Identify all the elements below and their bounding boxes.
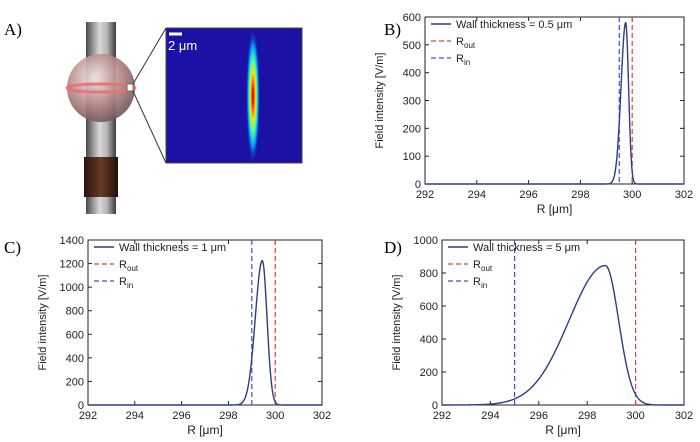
x-tick-label: 298 xyxy=(571,189,589,201)
legend-label-r-out-subscript: out xyxy=(127,264,139,273)
microsphere xyxy=(67,54,135,122)
x-tick-label: 292 xyxy=(79,410,97,422)
y-tick-label: 800 xyxy=(66,306,84,318)
y-tick-label: 400 xyxy=(66,353,84,365)
x-axis-label: R [μm] xyxy=(545,423,581,437)
copper-mount xyxy=(84,157,118,197)
x-tick-label: 294 xyxy=(468,189,486,201)
panel-label-c: C) xyxy=(4,238,21,257)
x-tick-label: 294 xyxy=(481,410,499,422)
legend-label-r-in: R xyxy=(456,53,464,65)
legend-label-curve: Wall thickness = 1 μm xyxy=(119,242,226,254)
zoom-line-top xyxy=(132,27,167,85)
y-tick-label: 200 xyxy=(66,376,84,388)
legend-label-r-out: R xyxy=(473,259,481,271)
y-tick-label: 800 xyxy=(420,268,438,280)
legend-label-r-out-subscript: out xyxy=(481,264,493,273)
legend-label-r-in-subscript: in xyxy=(127,281,133,290)
x-tick-label: 300 xyxy=(623,189,641,201)
chart-d: 292 294 296 298 300 302 0 200 400 600 800 1000 R [μm… xyxy=(391,235,693,437)
legend-label-r-in: R xyxy=(119,276,127,288)
y-tick-label: 600 xyxy=(66,329,84,341)
y-tick-label: 1200 xyxy=(60,259,84,271)
x-axis-label: R [μm] xyxy=(537,202,573,216)
y-axis-label: Field intensity [V/m] xyxy=(37,275,49,371)
y-tick-label: 200 xyxy=(403,123,421,135)
field-heatmap: 2 μm xyxy=(165,27,303,164)
legend-label-r-out-subscript: out xyxy=(464,41,476,50)
legend-label-r-out: R xyxy=(119,259,127,271)
y-tick-label: 600 xyxy=(420,301,438,313)
field-curve xyxy=(442,264,684,406)
x-tick-label: 298 xyxy=(578,410,596,422)
y-tick-label: 0 xyxy=(432,400,438,412)
chart-b: 292 294 296 298 300 302 0 100 200 300 400 500 600 R [… xyxy=(374,12,693,216)
x-tick-label: 296 xyxy=(172,410,190,422)
y-tick-label: 400 xyxy=(403,68,421,80)
y-tick-label: 200 xyxy=(420,367,438,379)
scalebar-label: 2 μm xyxy=(168,38,197,53)
panel-label-d: D) xyxy=(384,238,402,257)
y-tick-label: 600 xyxy=(403,12,421,24)
legend-label-curve: Wall thickness = 5 μm xyxy=(473,242,580,254)
legend-label-curve: Wall thickness = 0.5 μm xyxy=(456,19,572,31)
x-tick-label: 302 xyxy=(675,189,693,201)
heatmap-background xyxy=(165,27,303,164)
resonator-ring xyxy=(65,82,137,94)
y-axis-label: Field intensity [V/m] xyxy=(374,53,386,149)
x-tick-label: 300 xyxy=(626,410,644,422)
chart-c: 292 294 296 298 300 302 0 200 400 600 800 1000 1200 1… xyxy=(37,235,331,437)
legend-label-r-out: R xyxy=(456,36,464,48)
field-curve xyxy=(425,21,684,185)
panel-label-a: A) xyxy=(4,20,22,39)
resonator-illustration xyxy=(65,22,167,214)
y-tick-label: 100 xyxy=(403,151,421,163)
x-tick-label: 298 xyxy=(219,410,237,422)
panel-a: A) 2 μm xyxy=(4,20,303,214)
x-tick-label: 296 xyxy=(530,410,548,422)
x-axis-label: R [μm] xyxy=(187,423,223,437)
legend-label-r-in-subscript: in xyxy=(481,281,487,290)
y-tick-label: 1400 xyxy=(60,235,84,247)
field-curve xyxy=(88,259,322,406)
y-tick-label: 400 xyxy=(420,334,438,346)
x-tick-label: 302 xyxy=(675,410,693,422)
zoom-line-bottom xyxy=(132,90,167,164)
y-tick-label: 1000 xyxy=(60,282,84,294)
y-tick-label: 1000 xyxy=(414,235,438,247)
axes-frame xyxy=(441,239,685,406)
panel-label-b: B) xyxy=(384,20,401,39)
mode-profile xyxy=(246,28,260,164)
y-tick-label: 0 xyxy=(415,179,421,191)
x-tick-label: 296 xyxy=(519,189,537,201)
y-tick-label: 300 xyxy=(403,96,421,108)
x-tick-label: 300 xyxy=(266,410,284,422)
x-tick-label: 292 xyxy=(416,189,434,201)
zoom-marker xyxy=(126,83,134,92)
x-tick-label: 294 xyxy=(126,410,144,422)
legend-label-r-in: R xyxy=(473,276,481,288)
y-tick-label: 500 xyxy=(403,40,421,52)
y-tick-label: 0 xyxy=(78,400,84,412)
legend-label-r-in-subscript: in xyxy=(464,58,470,67)
y-axis-label: Field intensity [V/m] xyxy=(391,275,403,371)
x-tick-label: 292 xyxy=(433,410,451,422)
x-tick-label: 302 xyxy=(313,410,331,422)
